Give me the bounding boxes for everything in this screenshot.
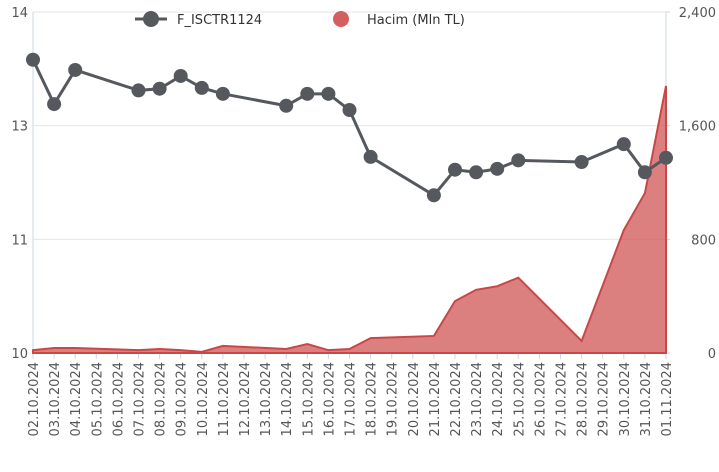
x-tick-label: 22.10.2024 [449,362,464,436]
legend-label: Hacim (Mln TL) [367,13,465,28]
x-tick-label: 23.10.2024 [470,362,485,436]
x-tick-label: 10.10.2024 [196,362,211,436]
y-tick-label: 10 [11,347,28,362]
x-tick-label: 09.10.2024 [175,362,190,436]
point [448,162,462,177]
point [300,86,315,101]
x-tick-label: 30.10.2024 [618,362,633,436]
y-tick-label: 13 [11,120,28,135]
point [469,165,484,180]
x-tick-label: 08.10.2024 [154,362,169,436]
x-tick-label: 01.11.2024 [660,362,675,436]
point [131,83,146,98]
y-tick-label: 11 [11,233,28,248]
x-tick-label: 19.10.2024 [386,362,401,436]
point [616,137,631,152]
y2-tick-label: 1,600 [679,120,716,135]
x-tick-label: 14.10.2024 [280,362,295,436]
x-tick-label: 16.10.2024 [322,362,337,436]
x-tick-label: 28.10.2024 [576,362,591,436]
legend-symbol [143,11,159,27]
y2-tick-label: 800 [691,233,716,248]
point [173,68,188,83]
x-tick-label: 20.10.2024 [407,362,422,436]
point [363,149,378,164]
x-tick-label: 11.10.2024 [217,362,232,436]
x-tick-label: 13.10.2024 [259,362,274,436]
x-tick-label: 21.10.2024 [428,362,443,436]
x-tick-label: 12.10.2024 [238,362,253,436]
x-tick-label: 07.10.2024 [133,362,148,436]
area [32,85,667,354]
x-tick-label: 26.10.2024 [533,362,548,436]
x-tick-label: 17.10.2024 [344,362,359,436]
legend-item[interactable]: F_ISCTR1124 [135,11,262,28]
x-tick-label: 06.10.2024 [111,362,126,436]
point [490,161,505,176]
point [215,86,230,101]
point [152,81,167,96]
y2-tick-label: 2,400 [679,6,716,21]
legend-item[interactable]: Hacim (Mln TL) [333,11,465,28]
x-tick-label: 04.10.2024 [69,362,84,436]
legend-label: F_ISCTR1124 [177,13,262,28]
point [659,150,673,165]
x-tick-label: 29.10.2024 [597,362,612,436]
point [342,103,357,118]
point [574,155,589,170]
x-tick-label: 24.10.2024 [491,362,506,436]
point [511,153,526,168]
x-tick-label: 18.10.2024 [365,362,380,436]
x-tick-label: 03.10.2024 [48,362,63,436]
x-tick-label: 15.10.2024 [301,362,316,436]
point [47,97,62,112]
point [637,165,652,180]
x-tick-label: 05.10.2024 [90,362,105,436]
x-tick-label: 02.10.2024 [27,362,42,436]
x-tick-label: 25.10.2024 [512,362,527,436]
point [68,62,83,77]
point [321,86,336,101]
x-tick-label: 27.10.2024 [555,362,570,436]
point [279,98,294,113]
point [426,188,441,203]
point [26,52,40,67]
x-tick-label: 31.10.2024 [639,362,654,436]
point [194,80,209,95]
line [31,59,667,198]
y-tick-label: 14 [11,6,28,21]
legend-symbol [333,11,349,27]
y2-tick-label: 0 [708,347,716,362]
